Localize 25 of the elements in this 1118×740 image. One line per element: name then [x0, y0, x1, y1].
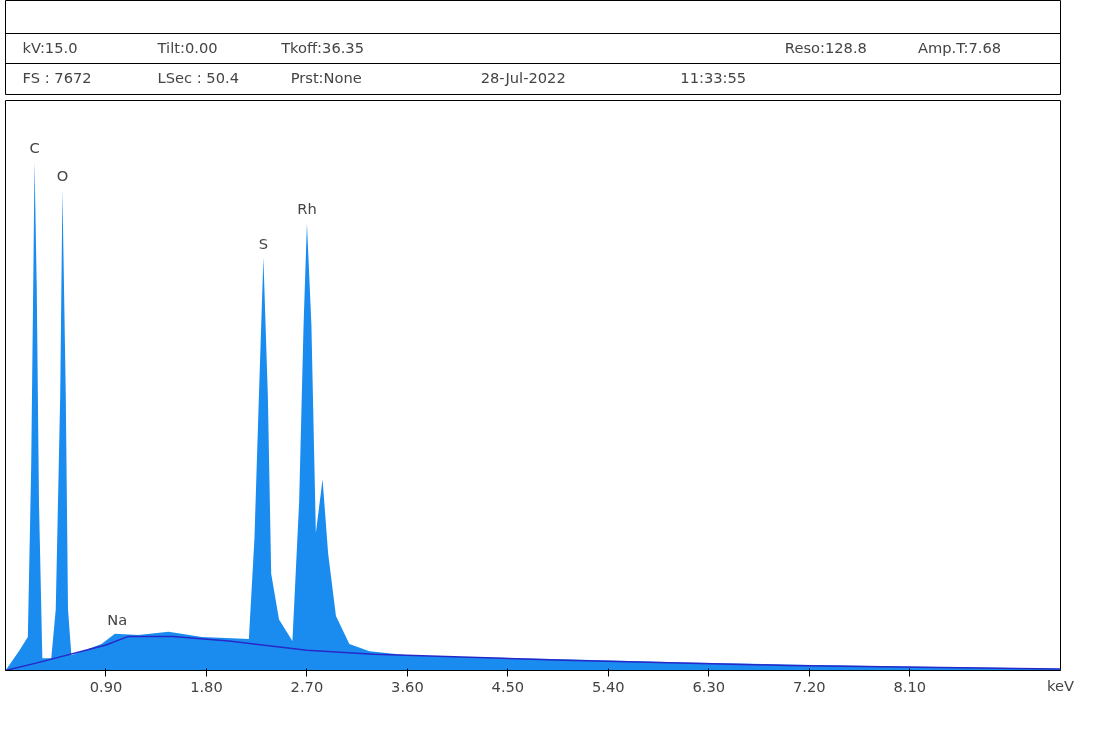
x-tick-label: 5.40 — [592, 677, 625, 695]
annotation: Na — [107, 610, 128, 628]
text: kV:15.0 — [22, 38, 78, 56]
text: Prst:None — [290, 68, 362, 86]
text: FS : 7672 — [22, 68, 92, 86]
text: Amp.T:7.68 — [917, 38, 1002, 56]
annotation: C — [29, 138, 40, 156]
text: Tilt:0.00 — [156, 38, 218, 56]
annotation: Rh — [297, 200, 317, 218]
x-tick-label: 3.60 — [391, 677, 424, 695]
text: LSec : 50.4 — [157, 68, 240, 86]
x-tick-label: 2.70 — [290, 677, 324, 695]
x-tick-label: 4.50 — [491, 677, 525, 695]
text: Reso:128.8 — [784, 38, 867, 56]
text: 11:33:55 — [680, 68, 747, 86]
text: 28-Jul-2022 — [480, 68, 566, 86]
annotation: S — [258, 234, 269, 252]
x-tick-label: 0.90 — [89, 677, 123, 695]
text: Tkoff:36.35 — [280, 38, 365, 56]
annotation: O — [56, 167, 69, 185]
x-tick-label: 8.10 — [893, 677, 927, 695]
x-tick-label: 1.80 — [190, 677, 223, 695]
x-tick-label: 7.20 — [792, 677, 826, 695]
x-tick-label: 6.30 — [692, 677, 726, 695]
x-axis-title: keV — [1047, 676, 1075, 694]
